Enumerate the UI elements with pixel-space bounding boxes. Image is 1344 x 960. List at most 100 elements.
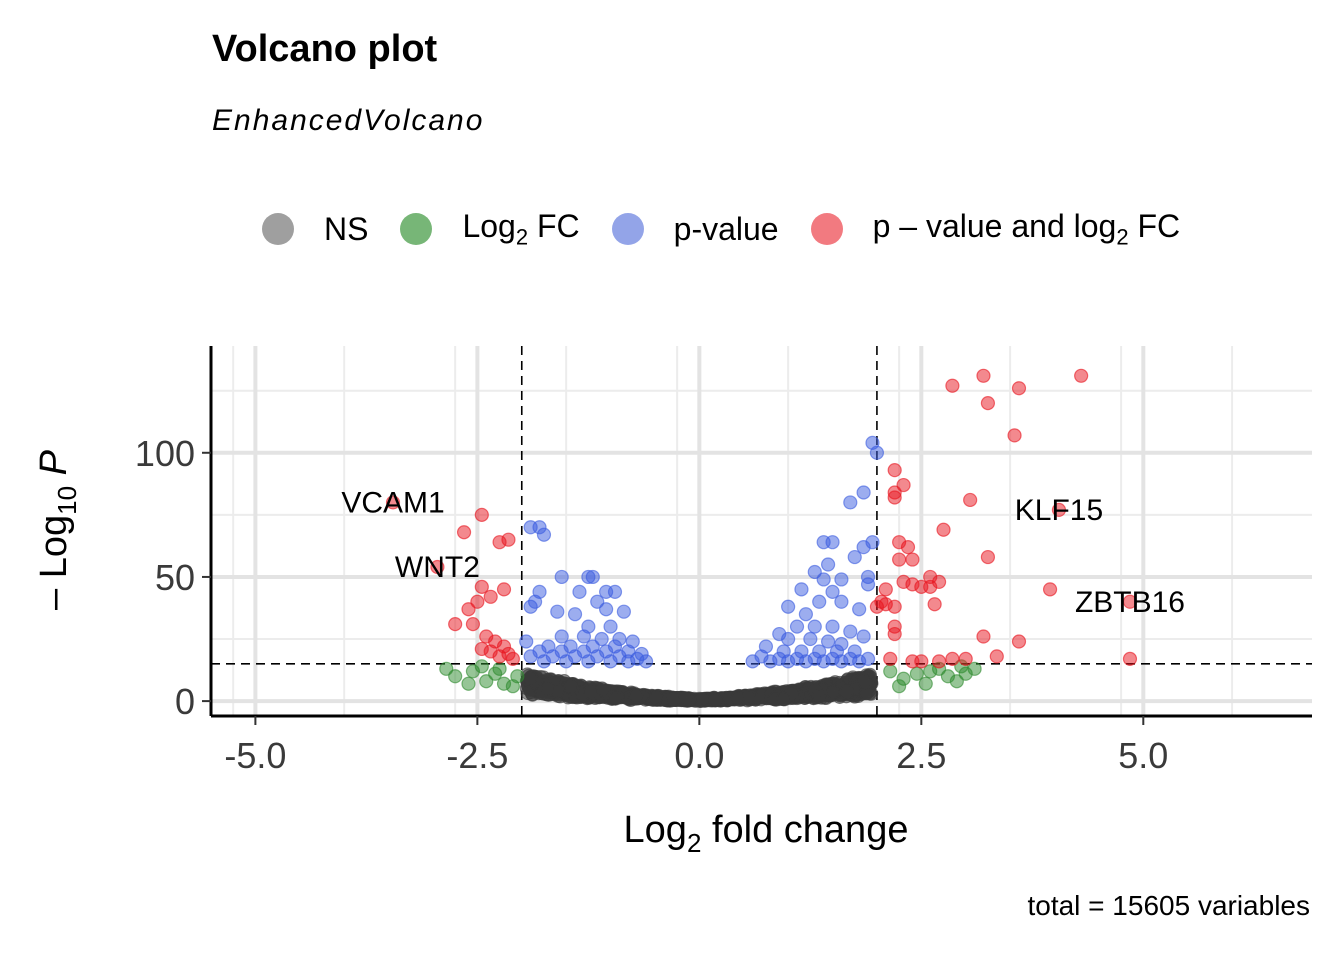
caption: total = 15605 variables <box>1027 890 1310 921</box>
point-p-value <box>807 619 822 634</box>
point-log2-fc <box>461 676 476 691</box>
point-p-value <box>843 495 858 510</box>
point-p-value-and-log2-fc <box>501 532 516 547</box>
point-p-value <box>834 654 849 669</box>
point-p-value-and-log2-fc <box>448 617 463 632</box>
point-p-value-and-log2-fc <box>914 654 929 669</box>
point-ns <box>564 679 579 694</box>
point-log2-fc <box>967 661 982 676</box>
point-p-value <box>856 485 871 500</box>
point-log2-fc <box>883 664 898 679</box>
point-p-value-and-log2-fc <box>945 378 960 393</box>
legend-label-both: p – value and log2 FC <box>872 207 1181 250</box>
point-p-value <box>523 649 538 664</box>
point-log2-fc <box>448 669 463 684</box>
x-tick-label: -5.0 <box>224 735 286 776</box>
legend-swatch-pvalue <box>611 213 644 245</box>
point-p-value-and-log2-fc <box>1074 368 1089 383</box>
point-ns <box>678 691 693 706</box>
y-axis-title: – Log10 P <box>33 449 82 610</box>
point-p-value-and-log2-fc <box>976 368 991 383</box>
point-p-value <box>834 594 849 609</box>
point-p-value-and-log2-fc <box>958 651 973 666</box>
point-p-value <box>816 572 831 587</box>
point-p-value-and-log2-fc <box>883 651 898 666</box>
point-p-value <box>554 629 569 644</box>
point-p-value-and-log2-fc <box>1007 428 1022 443</box>
point-p-value-and-log2-fc <box>1122 651 1138 666</box>
point-log2-fc <box>510 669 525 684</box>
point-p-value-and-log2-fc <box>878 582 893 597</box>
point-p-value-and-log2-fc <box>892 552 907 567</box>
point-p-value <box>638 654 654 669</box>
gene-label-klf15: KLF15 <box>1015 494 1103 527</box>
point-p-value <box>603 654 618 669</box>
point-ns <box>776 692 791 707</box>
point-log2-fc <box>474 659 489 674</box>
point-p-value <box>554 569 569 585</box>
point-ns <box>826 685 841 700</box>
grid-lines <box>211 346 1312 716</box>
point-p-value <box>781 599 796 614</box>
point-p-value-and-log2-fc <box>905 552 920 567</box>
legend-item-both: p – value and log2 FC <box>810 207 1181 250</box>
point-p-value-and-log2-fc <box>1011 381 1027 396</box>
point-p-value-and-log2-fc <box>385 495 401 510</box>
point-p-value-and-log2-fc <box>980 549 996 565</box>
point-p-value <box>820 557 836 572</box>
point-p-value <box>603 619 618 634</box>
point-p-value <box>816 654 831 669</box>
point-p-value <box>581 654 596 669</box>
legend-label-pvalue: p-value <box>673 210 779 247</box>
point-p-value-and-log2-fc <box>989 649 1004 664</box>
point-p-value <box>843 624 858 639</box>
chart-title: Volcano plot <box>212 28 438 70</box>
point-p-value <box>616 604 631 619</box>
y-tick-label: 50 <box>155 557 195 598</box>
point-ns <box>811 688 826 703</box>
point-p-value-and-log2-fc <box>1051 502 1067 517</box>
point-p-value-and-log2-fc <box>483 589 498 604</box>
point-ns <box>596 682 611 697</box>
point-p-value-and-log2-fc <box>980 396 996 411</box>
point-ns <box>629 688 644 703</box>
legend: NS Log2 FC p-value p – value and log2 FC <box>262 204 1212 254</box>
point-p-value <box>794 582 809 597</box>
legend-swatch-both <box>810 212 843 245</box>
legend-swatch-ns <box>262 213 294 245</box>
point-p-value <box>869 445 885 460</box>
point-p-value <box>825 535 840 550</box>
point-p-value-and-log2-fc <box>927 597 942 612</box>
point-p-value-and-log2-fc <box>1042 582 1058 597</box>
point-ns <box>708 693 723 708</box>
point-log2-fc <box>918 676 933 691</box>
legend-item-pvalue: p-value <box>611 210 779 248</box>
point-p-value-and-log2-fc <box>474 641 489 657</box>
point-p-value <box>865 535 880 550</box>
point-p-value-and-log2-fc <box>963 492 978 508</box>
point-p-value-and-log2-fc <box>430 559 445 575</box>
point-p-value-and-log2-fc <box>945 651 960 666</box>
point-p-value <box>550 604 565 619</box>
legend-label-ns: NS <box>324 210 369 247</box>
point-p-value-and-log2-fc <box>465 617 481 632</box>
point-p-value-and-log2-fc <box>461 602 476 617</box>
point-p-value <box>585 569 600 585</box>
point-p-value <box>781 631 796 647</box>
point-p-value <box>523 599 538 614</box>
point-p-value <box>559 654 574 669</box>
point-p-value-and-log2-fc <box>505 651 520 666</box>
legend-label-log2fc: Log2 FC <box>462 207 580 250</box>
point-p-value-and-log2-fc <box>887 599 902 614</box>
point-p-value <box>621 654 636 669</box>
x-tick-label: -2.5 <box>446 735 508 776</box>
point-p-value <box>576 629 592 644</box>
axes: -5.0 -2.5 0.0 2.5 5.0 0 50 100 <box>135 346 1312 776</box>
legend-swatch-log2fc <box>400 212 433 245</box>
point-ns <box>665 692 680 707</box>
point-p-value <box>812 594 827 609</box>
point-p-value-and-log2-fc <box>936 522 951 537</box>
point-ns <box>839 684 854 699</box>
legend-item-log2fc: Log2 FC <box>400 207 580 250</box>
point-p-value <box>607 584 623 599</box>
